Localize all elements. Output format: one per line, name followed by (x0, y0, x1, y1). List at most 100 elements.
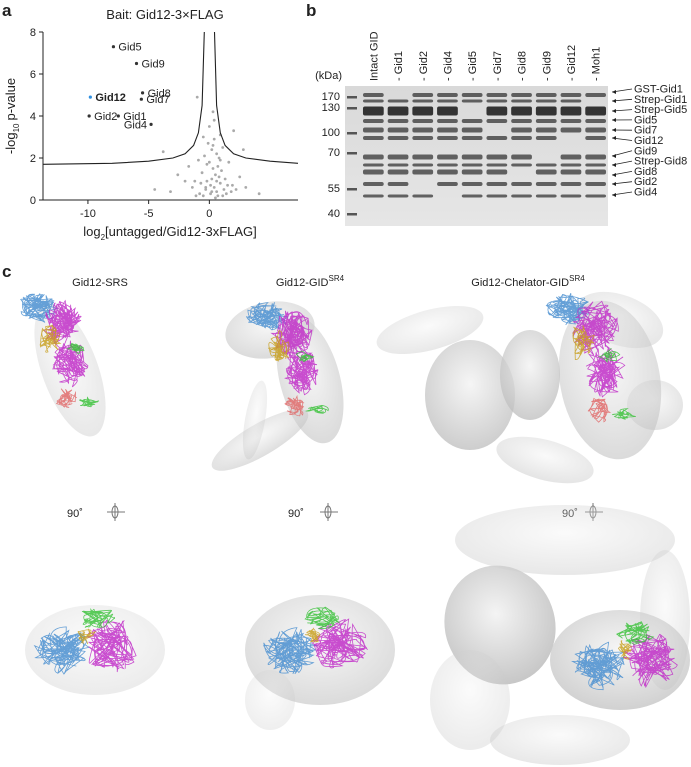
protein-ribbon (284, 394, 305, 417)
x-tick-label: -10 (80, 208, 96, 220)
marker-label: 100 (322, 127, 340, 139)
structure-title: Gid12-Chelator-GIDSR4 (471, 274, 585, 289)
gel-band (560, 194, 582, 198)
gel-band (437, 99, 458, 103)
protein-ribbon (55, 388, 78, 408)
gel-band (412, 127, 434, 133)
x-axis-label: log2[untagged/Gid12-3xFLAG] (83, 224, 257, 242)
gel-band (437, 93, 458, 97)
point (218, 158, 222, 162)
gel-band (560, 106, 582, 116)
gel-band (412, 169, 434, 175)
gel-band (461, 163, 483, 167)
point (241, 148, 245, 152)
hit-label: Gid7 (146, 94, 169, 106)
protein-ribbon (79, 396, 100, 408)
gel-band (560, 163, 582, 167)
density-map (242, 380, 268, 460)
point (212, 186, 216, 189)
point (190, 186, 194, 189)
point (201, 135, 205, 139)
x-label-sub: 2 (101, 233, 106, 242)
point (224, 192, 228, 196)
gel-band (461, 99, 483, 103)
gel-band (585, 136, 607, 140)
protein-ribbon (304, 606, 340, 630)
rotation-label: 90˚ (288, 508, 304, 520)
lane-label: - Gid8 (517, 51, 529, 81)
protein-ribbon (77, 628, 97, 645)
point (211, 110, 215, 114)
point (223, 177, 227, 181)
x-label-part: [untagged/Gid12-3xFLAG] (105, 224, 257, 239)
x-label-part: log (83, 224, 100, 239)
gel-band (585, 194, 607, 198)
gel-band (486, 169, 508, 175)
gel-band (511, 106, 532, 116)
marker-label: 170 (322, 91, 340, 103)
gel-band (535, 106, 557, 116)
point (205, 162, 209, 166)
point (195, 95, 199, 99)
marker-label: 70 (328, 147, 340, 159)
point (176, 173, 180, 177)
structure-name: Gid12-SRS (72, 277, 128, 289)
band-label: Strep-Gid5 (634, 104, 687, 116)
gel-band (461, 119, 483, 123)
density-map (500, 330, 560, 420)
gel-band (511, 163, 532, 167)
point (232, 129, 236, 133)
gel-band (362, 163, 384, 167)
point (227, 160, 231, 164)
lane-label: - Gid4 (442, 51, 454, 81)
protein-ribbon (616, 621, 655, 645)
lane-label: - Gid5 (467, 51, 479, 81)
gel-band (486, 93, 508, 97)
point (212, 118, 216, 122)
gel-band (486, 154, 508, 160)
gel-band (585, 127, 607, 133)
point (229, 190, 233, 194)
protein-ribbon (33, 626, 90, 675)
structure-name: Gid12-GID (276, 277, 329, 289)
band-label: Gid2 (634, 176, 657, 188)
gel-band (387, 136, 409, 140)
protein-ribbon (39, 324, 62, 353)
protein-ribbon (20, 292, 59, 323)
density-map (425, 340, 515, 450)
gel-band (535, 99, 557, 103)
y-tick-label: 0 (30, 195, 36, 207)
gel-band (387, 182, 409, 186)
gel-band (486, 99, 508, 103)
arrow-head (612, 136, 616, 140)
marker-label: 130 (322, 102, 340, 114)
gel-band (461, 127, 483, 133)
gel-band (387, 119, 409, 123)
gel-band (486, 136, 508, 140)
band-label: Gid8 (634, 166, 657, 178)
gel-band (412, 119, 434, 123)
gel-band (535, 93, 557, 97)
protein-ribbon (622, 633, 678, 688)
panel-letter: c (2, 262, 11, 281)
lane-label: - Gid2 (418, 51, 430, 81)
gel-band (387, 194, 409, 198)
hit-label: Gid2 (94, 111, 117, 123)
gel-band (437, 169, 458, 175)
threshold-curve (42, 31, 299, 165)
gel-band (461, 169, 483, 175)
gel-band (387, 163, 409, 167)
x-tick-label: -5 (144, 208, 154, 220)
gel-band (412, 106, 434, 116)
protein-ribbon (245, 302, 289, 331)
gel-band (412, 163, 434, 167)
lane-label: - Gid12 (566, 45, 578, 81)
point (217, 156, 221, 160)
gel-band (461, 194, 483, 198)
protein-ribbon (585, 344, 626, 398)
gel-band (437, 154, 458, 160)
gel-band (362, 169, 384, 175)
point (198, 192, 202, 196)
point (210, 148, 214, 152)
gel-band (362, 127, 384, 133)
